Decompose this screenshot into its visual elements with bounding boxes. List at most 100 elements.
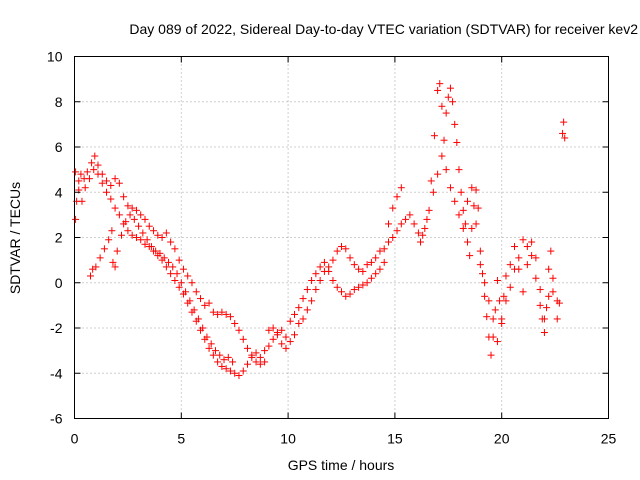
- data-point: [147, 243, 155, 251]
- data-point: [496, 297, 504, 305]
- data-point: [406, 211, 414, 219]
- data-point: [430, 132, 438, 140]
- data-point: [269, 335, 277, 343]
- data-point: [295, 319, 303, 327]
- data-point: [72, 215, 80, 223]
- data-point: [120, 193, 128, 201]
- data-point: [410, 220, 418, 228]
- data-point: [282, 344, 290, 352]
- data-point: [98, 179, 106, 187]
- data-point: [154, 231, 162, 239]
- data-point: [561, 134, 569, 142]
- data-point: [132, 206, 140, 214]
- data-point: [312, 286, 320, 294]
- data-point: [316, 263, 324, 271]
- data-point: [222, 310, 230, 318]
- data-point: [117, 231, 125, 239]
- data-point: [177, 279, 185, 287]
- data-point: [273, 331, 281, 339]
- data-point: [376, 247, 384, 255]
- data-point: [205, 344, 213, 352]
- data-point: [476, 247, 484, 255]
- data-point: [291, 331, 299, 339]
- data-point: [519, 236, 527, 244]
- data-point: [186, 297, 194, 305]
- data-point: [105, 236, 113, 244]
- data-point: [559, 129, 567, 137]
- data-point: [88, 159, 96, 167]
- data-point: [515, 265, 523, 273]
- data-point: [393, 193, 401, 201]
- y-tick-label: -6: [50, 411, 63, 427]
- data-point: [532, 254, 540, 262]
- data-point: [137, 211, 145, 219]
- data-point: [380, 245, 388, 253]
- data-point: [239, 335, 247, 343]
- data-point: [355, 283, 363, 291]
- data-point: [169, 263, 177, 271]
- data-point: [549, 288, 557, 296]
- x-tick-label: 0: [71, 431, 79, 447]
- chart-title: Day 089 of 2022, Sidereal Day-to-day VTE…: [129, 21, 638, 37]
- data-point: [235, 326, 243, 334]
- data-point: [308, 276, 316, 284]
- data-point: [203, 333, 211, 341]
- data-point: [397, 184, 405, 192]
- data-point: [397, 220, 405, 228]
- data-point: [523, 243, 531, 251]
- data-point: [291, 310, 299, 318]
- data-point: [139, 229, 147, 237]
- data-point: [489, 315, 497, 323]
- data-point: [451, 197, 459, 205]
- data-point: [91, 152, 99, 160]
- data-point: [162, 263, 170, 271]
- data-point: [389, 234, 397, 241]
- data-point: [489, 333, 497, 341]
- data-point: [506, 283, 514, 291]
- data-point: [252, 358, 260, 366]
- data-point: [184, 272, 192, 280]
- data-point: [256, 353, 264, 361]
- data-point: [478, 270, 486, 278]
- data-point: [211, 347, 219, 355]
- data-point: [145, 222, 153, 230]
- data-point: [248, 353, 256, 361]
- data-point: [85, 175, 93, 183]
- data-point: [470, 202, 478, 210]
- data-point: [175, 283, 183, 291]
- data-point: [94, 161, 102, 169]
- data-point: [77, 170, 85, 178]
- data-point: [141, 240, 149, 248]
- data-point: [261, 347, 269, 355]
- x-tick-label: 20: [494, 431, 510, 447]
- data-point: [502, 297, 510, 305]
- data-point: [167, 238, 175, 246]
- data-point: [239, 367, 247, 375]
- data-point: [173, 270, 181, 278]
- data-point: [519, 288, 527, 296]
- data-point: [491, 306, 499, 314]
- data-point: [214, 310, 222, 318]
- data-point: [350, 286, 358, 294]
- data-point: [261, 358, 269, 366]
- x-tick-label: 10: [280, 431, 296, 447]
- data-point: [171, 245, 179, 253]
- y-tick-label: 0: [55, 275, 63, 291]
- data-point: [295, 304, 303, 312]
- data-point: [540, 315, 548, 323]
- data-point: [350, 261, 358, 269]
- data-point: [449, 98, 457, 106]
- data-point: [363, 261, 371, 269]
- data-point: [367, 274, 375, 282]
- data-point: [72, 168, 80, 176]
- data-point: [464, 238, 472, 246]
- data-point: [549, 274, 557, 282]
- data-point: [442, 166, 450, 174]
- data-point: [442, 109, 450, 117]
- data-point: [338, 288, 345, 296]
- gridlines: [74, 56, 609, 419]
- data-point: [190, 306, 198, 314]
- data-point: [372, 254, 380, 262]
- data-point: [363, 279, 371, 287]
- data-point: [96, 254, 104, 262]
